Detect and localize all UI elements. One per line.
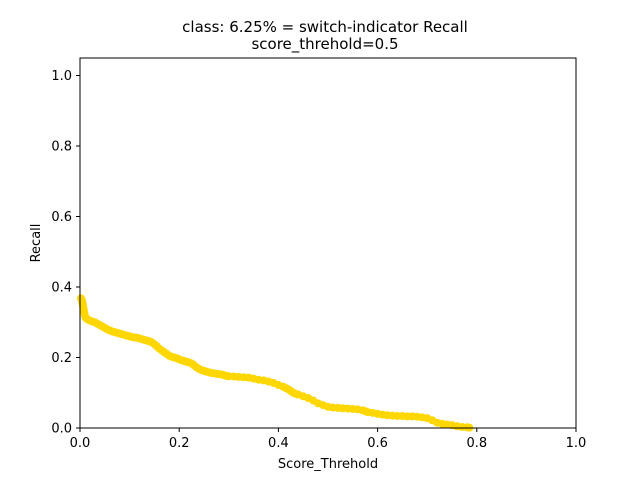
y-tick: 0.8: [51, 140, 80, 155]
plot-area: [76, 57, 577, 432]
y-tick-label: 1.0: [51, 69, 72, 84]
x-tick: 0.8: [466, 428, 487, 451]
x-tick: 0.6: [367, 428, 388, 451]
x-axis-label: Score_Threhold: [278, 457, 378, 472]
x-axis: 0.0 0.2 0.4 0.6 0.8 1.0: [70, 428, 587, 451]
y-tick: 1.0: [51, 69, 80, 84]
x-tick: 0.2: [169, 428, 190, 451]
y-tick: 0.4: [51, 281, 80, 296]
y-tick-label: 0.4: [51, 281, 72, 296]
x-tick-label: 0.0: [70, 436, 91, 451]
x-tick-label: 0.6: [367, 436, 388, 451]
x-tick-label: 0.8: [466, 436, 487, 451]
y-tick-label: 0.2: [51, 351, 72, 366]
x-tick-label: 0.2: [169, 436, 190, 451]
y-axis: 0.0 0.2 0.4 0.6 0.8 1.0: [51, 69, 80, 437]
y-tick: 0.0: [51, 422, 80, 437]
series-layer: [76, 294, 474, 432]
x-tick: 0.0: [70, 428, 91, 451]
y-tick-label: 0.6: [51, 210, 72, 225]
y-axis-label: Recall: [29, 224, 44, 263]
x-tick-label: 0.4: [268, 436, 289, 451]
x-tick: 0.4: [268, 428, 289, 451]
chart-subtitle: score_threhold=0.5: [251, 35, 398, 54]
x-tick: 1.0: [566, 428, 587, 451]
y-tick: 0.2: [51, 351, 80, 366]
axes-frame: [79, 57, 577, 429]
chart-title: class: 6.25% = switch-indicator Recall: [182, 18, 468, 36]
x-tick-label: 1.0: [566, 436, 587, 451]
y-tick-label: 0.0: [51, 422, 72, 437]
y-tick: 0.6: [51, 210, 80, 225]
y-tick-label: 0.8: [51, 140, 72, 155]
